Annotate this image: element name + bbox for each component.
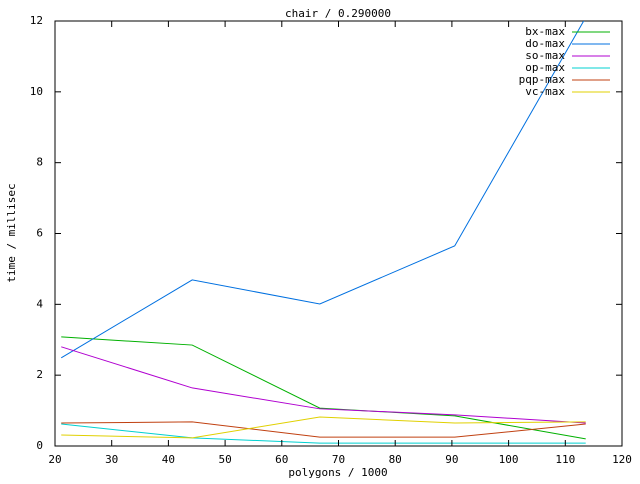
y-tick-label: 10 [30,85,43,98]
x-tick-label: 80 [389,453,402,466]
legend-label: bx-max [525,25,565,38]
y-tick-label: 8 [36,156,43,169]
legend-label: op-max [525,61,565,74]
series-line [61,416,586,439]
series-line [61,336,586,440]
series-line [61,421,586,438]
y-tick-label: 6 [36,227,43,240]
series-line [60,21,585,359]
legend-label: so-max [525,49,565,62]
legend-label: do-max [525,37,565,50]
x-tick-label: 120 [612,453,632,466]
x-tick-label: 70 [332,453,345,466]
y-axis-label: time / millisec [5,183,18,282]
y-tick-label: 2 [36,368,43,381]
plot-lines [60,21,586,444]
x-tick-label: 40 [162,453,175,466]
series-line [61,346,586,424]
x-tick-label: 20 [48,453,61,466]
x-axis-label: polygons / 1000 [288,466,387,479]
x-tick-label: 60 [275,453,288,466]
x-tick-label: 100 [499,453,519,466]
y-tick-label: 12 [30,14,43,27]
chart-title: chair / 0.290000 [285,7,391,20]
series-line [61,423,586,444]
x-tick-label: 30 [105,453,118,466]
legend-label: vc-max [525,85,565,98]
legend-label: pqp-max [519,73,566,86]
x-tick-label: 90 [445,453,458,466]
y-tick-label: 0 [36,439,43,452]
x-tick-label: 50 [218,453,231,466]
x-tick-label: 110 [555,453,575,466]
y-tick-label: 4 [36,297,43,310]
